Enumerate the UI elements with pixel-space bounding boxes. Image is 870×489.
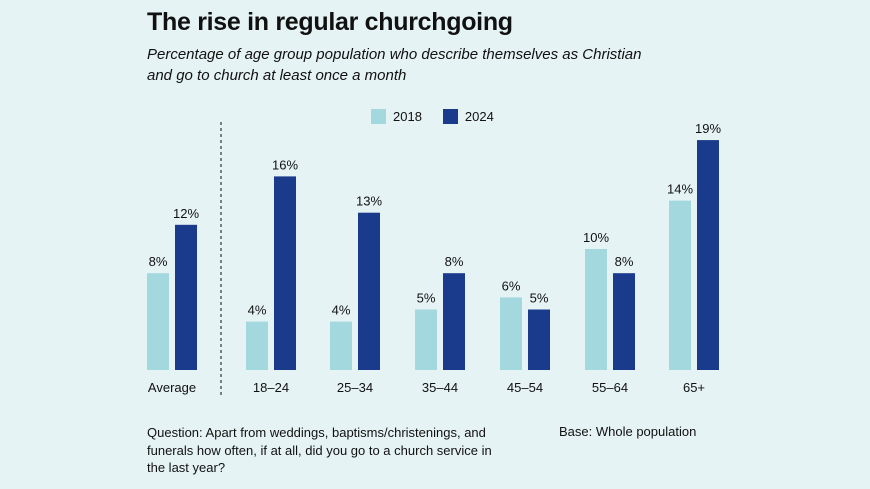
category-label-18-24: 18–24 bbox=[253, 380, 289, 395]
bar-2024-average bbox=[175, 224, 197, 370]
chart-subtitle: Percentage of age group population who d… bbox=[147, 46, 642, 84]
bar-2024-25-34 bbox=[358, 212, 380, 370]
data-label-2018-average: 8% bbox=[149, 254, 168, 269]
category-label-35-44: 35–44 bbox=[422, 380, 458, 395]
legend: 2018 2024 bbox=[371, 109, 515, 124]
data-label-2024-35-44: 8% bbox=[445, 254, 464, 269]
bar-2024-65 bbox=[697, 140, 719, 370]
bar-2018-35-44 bbox=[415, 309, 437, 370]
category-label-55-64: 55–64 bbox=[592, 380, 628, 395]
bar-2018-55-64 bbox=[585, 249, 607, 370]
data-label-2018-45-54: 6% bbox=[502, 278, 521, 293]
category-label-average: Average bbox=[148, 380, 196, 395]
data-label-2024-55-64: 8% bbox=[615, 254, 634, 269]
legend-swatch-2018 bbox=[371, 109, 386, 124]
legend-item-2024: 2024 bbox=[442, 109, 494, 124]
bar-2018-65 bbox=[669, 200, 691, 370]
data-label-2018-55-64: 10% bbox=[583, 230, 609, 245]
bar-2024-45-54 bbox=[528, 309, 550, 370]
base-note: Base: Whole population bbox=[559, 424, 697, 439]
bar-2024-35-44 bbox=[443, 273, 465, 370]
category-label-25-34: 25–34 bbox=[337, 380, 373, 395]
legend-label-2018: 2018 bbox=[393, 109, 422, 124]
bar-2024-55-64 bbox=[613, 273, 635, 370]
data-label-2018-35-44: 5% bbox=[417, 291, 436, 306]
question-footnote: Question: Apart from weddings, baptisms/… bbox=[147, 425, 492, 475]
chart-title: The rise in regular churchgoing bbox=[147, 8, 513, 36]
bar-2018-average bbox=[147, 273, 169, 370]
legend-swatch-2024 bbox=[442, 109, 458, 124]
data-label-2024-average: 12% bbox=[173, 206, 199, 221]
data-label-2024-45-54: 5% bbox=[530, 291, 549, 306]
data-label-2018-65: 14% bbox=[667, 182, 693, 197]
data-label-2024-25-34: 13% bbox=[356, 194, 382, 209]
legend-item-2018: 2018 bbox=[371, 109, 422, 124]
category-label-65: 65+ bbox=[683, 380, 705, 395]
bar-2024-18-24 bbox=[274, 176, 296, 370]
data-label-2018-18-24: 4% bbox=[248, 303, 267, 318]
bar-2018-18-24 bbox=[246, 321, 268, 370]
bar-2018-45-54 bbox=[500, 297, 522, 370]
legend-label-2024: 2024 bbox=[464, 109, 494, 124]
data-label-2018-25-34: 4% bbox=[332, 303, 351, 318]
data-label-2024-18-24: 16% bbox=[272, 157, 298, 172]
category-label-45-54: 45–54 bbox=[507, 380, 543, 395]
bar-2018-25-34 bbox=[330, 321, 352, 370]
data-label-2024-65: 19% bbox=[695, 121, 721, 136]
